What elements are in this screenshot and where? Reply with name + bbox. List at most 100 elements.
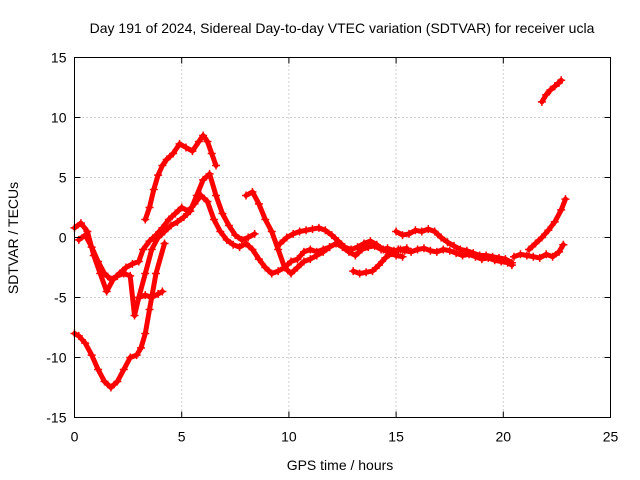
data-point-marker xyxy=(119,269,128,278)
data-point-marker xyxy=(355,269,364,278)
data-point-marker xyxy=(501,255,510,264)
data-point-marker xyxy=(261,215,270,224)
data-point-marker xyxy=(550,82,559,91)
series-trace xyxy=(72,241,167,390)
data-point-marker xyxy=(248,187,257,196)
data-point-marker xyxy=(462,246,471,255)
data-point-marker xyxy=(381,253,390,262)
data-point-marker xyxy=(306,255,315,264)
data-point-marker xyxy=(362,268,371,277)
data-point-marker xyxy=(548,252,557,261)
data-point-marker xyxy=(87,243,96,252)
data-point-marker xyxy=(169,149,178,158)
data-point-marker xyxy=(229,240,238,249)
data-point-marker xyxy=(544,226,553,235)
data-point-marker xyxy=(426,246,435,255)
data-point-marker xyxy=(186,207,195,216)
data-point-marker xyxy=(353,243,362,252)
data-point-marker xyxy=(542,250,551,259)
data-point-marker xyxy=(81,231,90,240)
data-point-marker xyxy=(495,253,504,262)
data-point-marker xyxy=(295,227,304,236)
data-point-marker xyxy=(242,191,251,200)
series-arc-9 xyxy=(392,225,516,267)
data-point-marker xyxy=(546,85,555,94)
data-point-marker xyxy=(321,226,330,235)
x-tick-label: 15 xyxy=(388,429,404,445)
data-point-marker xyxy=(151,269,160,278)
data-point-marker xyxy=(94,365,103,374)
data-point-marker xyxy=(413,245,422,254)
y-axis-label: SDTVAR / TECUs xyxy=(5,182,21,294)
data-point-marker xyxy=(173,217,182,226)
data-point-marker xyxy=(216,227,225,236)
data-point-marker xyxy=(203,137,212,146)
data-point-marker xyxy=(147,245,156,254)
series-arc-11 xyxy=(525,195,570,254)
data-point-marker xyxy=(516,250,525,259)
x-axis-label: GPS time / hours xyxy=(287,457,394,473)
data-point-marker xyxy=(327,231,336,240)
data-point-marker xyxy=(432,247,441,256)
data-point-marker xyxy=(203,197,212,206)
data-point-marker xyxy=(510,252,519,261)
data-point-marker xyxy=(212,161,221,170)
data-point-marker xyxy=(424,225,433,234)
data-point-marker xyxy=(445,246,454,255)
data-point-marker xyxy=(430,227,439,236)
data-point-marker xyxy=(437,233,446,242)
chart-title: Day 191 of 2024, Sidereal Day-to-day VTE… xyxy=(90,20,595,36)
y-tick-label: -10 xyxy=(46,350,66,366)
data-point-marker xyxy=(171,209,180,218)
data-point-marker xyxy=(261,263,270,272)
data-point-marker xyxy=(102,287,111,296)
data-point-marker xyxy=(106,383,115,392)
data-point-marker xyxy=(404,229,413,238)
y-tick-label: 15 xyxy=(51,50,67,66)
data-point-marker xyxy=(158,161,167,170)
data-point-marker xyxy=(250,229,259,238)
data-point-marker xyxy=(535,253,544,262)
data-point-marker xyxy=(340,243,349,252)
data-point-marker xyxy=(244,233,253,242)
x-tick-label: 5 xyxy=(178,429,186,445)
data-point-marker xyxy=(302,226,311,235)
data-point-marker xyxy=(231,231,240,240)
y-tick-label: 10 xyxy=(51,110,67,126)
data-point-marker xyxy=(130,311,139,320)
data-point-marker xyxy=(289,229,298,238)
data-point-marker xyxy=(507,258,516,267)
data-point-marker xyxy=(557,205,566,214)
data-point-marker xyxy=(136,343,145,352)
y-tick-label: 0 xyxy=(59,230,67,246)
data-point-marker xyxy=(469,249,478,258)
data-point-marker xyxy=(145,203,154,212)
data-point-marker xyxy=(299,247,308,256)
data-point-marker xyxy=(212,191,221,200)
data-point-marker xyxy=(419,244,428,253)
data-point-marker xyxy=(274,245,283,254)
data-point-marker xyxy=(254,199,263,208)
data-point-marker xyxy=(531,239,540,248)
data-point-marker xyxy=(126,271,135,280)
data-point-marker xyxy=(181,143,190,152)
data-point-marker xyxy=(100,269,109,278)
data-point-marker xyxy=(312,251,321,260)
data-point-marker xyxy=(319,247,328,256)
data-point-marker xyxy=(134,293,143,302)
y-ticks: -15 -10 -5 0 5 10 15 xyxy=(46,50,611,426)
x-ticks: 0 5 10 15 20 25 xyxy=(71,57,618,445)
data-point-marker xyxy=(113,271,122,280)
data-point-marker xyxy=(166,221,175,230)
series-arc-2 xyxy=(141,131,221,224)
data-point-marker xyxy=(274,267,283,276)
data-point-marker xyxy=(147,293,156,302)
data-point-marker xyxy=(74,331,83,340)
data-point-marker xyxy=(218,209,227,218)
data-point-marker xyxy=(314,223,323,232)
data-point-marker xyxy=(293,255,302,264)
data-point-marker xyxy=(119,365,128,374)
series-arc-7 xyxy=(276,223,407,261)
x-tick-label: 0 xyxy=(71,429,79,445)
